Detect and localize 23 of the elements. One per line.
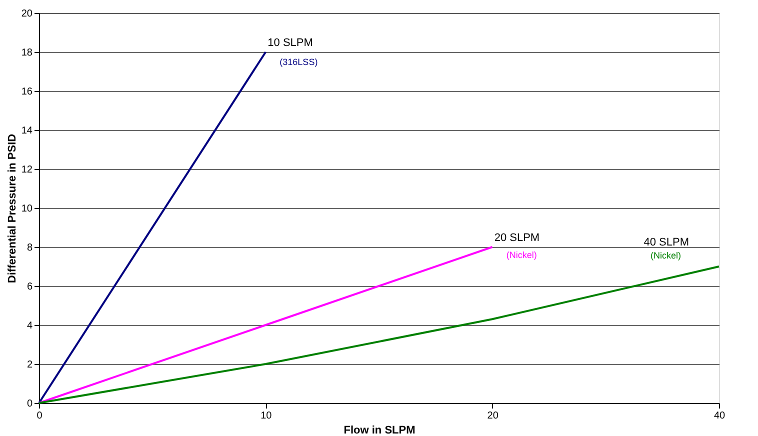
y-tick-label: 6: [26, 282, 33, 292]
y-tick-label: 4: [26, 320, 33, 332]
y-tick-label: 16: [21, 86, 33, 98]
y-tick-label: 12: [21, 164, 33, 176]
y-tick-label: 18: [21, 48, 33, 58]
x-tick-label: 20: [487, 410, 499, 422]
y-axis-title: Differential Pressure in PSID: [6, 134, 18, 284]
y-tick-label: 20: [21, 8, 33, 20]
annotation: (Nickel): [650, 250, 681, 260]
y-tick-label: 0: [26, 398, 33, 410]
y-tick-label: 14: [21, 126, 33, 136]
y-tick-label: 8: [26, 242, 33, 254]
x-tick-label: 40: [714, 410, 726, 422]
series-label: 10 SLPM: [268, 37, 313, 49]
y-tick-label: 10: [21, 204, 33, 214]
annotation: (316LSS): [280, 57, 318, 67]
x-tick-label: 0: [36, 410, 43, 422]
x-axis-title: Flow in SLPM: [344, 424, 416, 436]
series-label: 20 SLPM: [494, 232, 540, 244]
annotation: (Nickel): [506, 250, 537, 260]
text: 40 SLPM: [644, 236, 689, 248]
y-tick-label: 2: [26, 360, 33, 370]
x-tick-label: 10: [260, 410, 272, 422]
